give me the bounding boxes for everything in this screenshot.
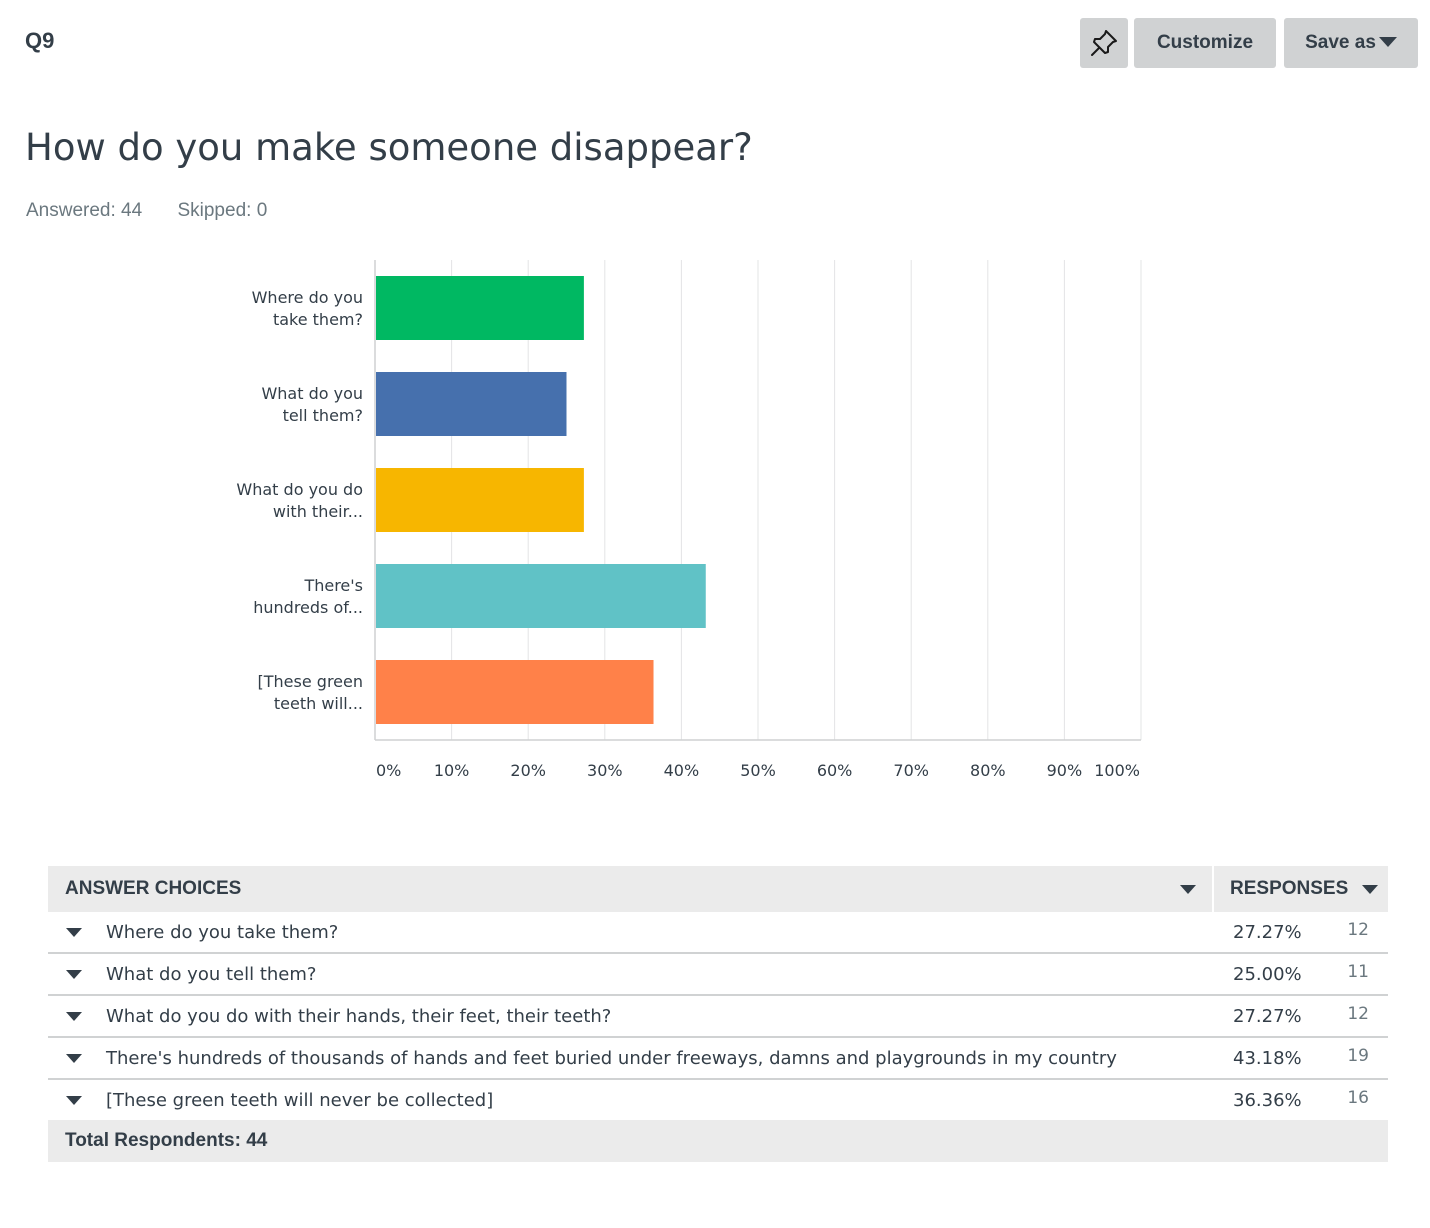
- bar: [376, 468, 584, 532]
- answer-choices-label: ANSWER CHOICES: [65, 878, 242, 899]
- table-row: There's hundreds of thousands of hands a…: [48, 1038, 1388, 1080]
- expand-caret-icon[interactable]: [66, 927, 82, 937]
- answer-table: ANSWER CHOICES RESPONSES Where do you ta…: [48, 866, 1388, 1162]
- response-count[interactable]: 19: [1347, 1046, 1369, 1066]
- x-tick-label: 20%: [510, 761, 546, 780]
- save-as-label: Save as: [1305, 32, 1376, 53]
- question-title: How do you make someone disappear?: [25, 126, 753, 169]
- category-label: Where do you: [252, 288, 363, 307]
- response-percent: 27.27%: [1233, 1005, 1302, 1027]
- category-label: What do you: [261, 384, 363, 403]
- response-percent: 25.00%: [1233, 963, 1302, 985]
- chevron-down-icon: [1378, 37, 1397, 47]
- x-tick-label: 10%: [434, 761, 470, 780]
- total-respondents: Total Respondents: 44: [48, 1120, 1388, 1162]
- response-count[interactable]: 16: [1347, 1088, 1369, 1108]
- question-number: Q9: [25, 28, 55, 53]
- answered-count: Answered: 44: [26, 200, 143, 221]
- choice-text: There's hundreds of thousands of hands a…: [106, 1047, 1117, 1069]
- skipped-count: Skipped: 0: [177, 200, 268, 221]
- bar-chart: 0% 10% 20% 30% 40% 50% 60% 70% 80% 90% 100% Where d…: [236, 260, 1142, 780]
- table-row: Where do you take them? 27.27% 12: [48, 912, 1388, 954]
- sort-caret-icon[interactable]: [1362, 884, 1379, 894]
- expand-caret-icon[interactable]: [66, 1053, 82, 1063]
- category-label: teeth will...: [274, 694, 363, 713]
- responses-label: RESPONSES: [1230, 878, 1349, 899]
- category-label: hundreds of...: [253, 598, 363, 617]
- bar: [376, 276, 584, 340]
- x-tick-label: 90%: [1047, 761, 1083, 780]
- response-percent: 43.18%: [1233, 1047, 1302, 1069]
- save-as-button[interactable]: Save as: [1284, 18, 1418, 68]
- category-label: What do you do: [236, 480, 363, 499]
- expand-caret-icon[interactable]: [66, 969, 82, 979]
- x-tick-label: 50%: [740, 761, 776, 780]
- response-percent: 36.36%: [1233, 1089, 1302, 1111]
- x-tick-label: 40%: [664, 761, 700, 780]
- bar: [376, 372, 567, 436]
- response-count[interactable]: 12: [1347, 920, 1369, 940]
- x-tick-label: 30%: [587, 761, 623, 780]
- category-label: [These green: [258, 672, 363, 691]
- choice-text: Where do you take them?: [106, 921, 339, 943]
- responses-header[interactable]: RESPONSES: [1214, 866, 1388, 912]
- x-tick-label: 80%: [970, 761, 1006, 780]
- choice-text: [These green teeth will never be collect…: [106, 1089, 494, 1111]
- bar: [376, 564, 706, 628]
- table-header: ANSWER CHOICES RESPONSES: [48, 866, 1388, 912]
- category-label: There's: [303, 576, 363, 595]
- pin-button[interactable]: [1080, 18, 1128, 68]
- customize-button[interactable]: Customize: [1134, 18, 1276, 68]
- table-row: What do you do with their hands, their f…: [48, 996, 1388, 1038]
- choice-text: What do you do with their hands, their f…: [106, 1005, 612, 1027]
- response-stats: Answered: 44 Skipped: 0: [26, 200, 297, 222]
- expand-caret-icon[interactable]: [66, 1011, 82, 1021]
- response-count[interactable]: 11: [1347, 962, 1369, 982]
- x-tick-label: 70%: [893, 761, 929, 780]
- choice-text: What do you tell them?: [106, 963, 317, 985]
- table-row: [These green teeth will never be collect…: [48, 1080, 1388, 1120]
- category-label: take them?: [273, 310, 363, 329]
- response-percent: 27.27%: [1233, 921, 1302, 943]
- answer-choices-header[interactable]: ANSWER CHOICES: [48, 866, 1214, 912]
- expand-caret-icon[interactable]: [66, 1095, 82, 1105]
- x-tick-label: 0%: [376, 761, 401, 780]
- table-row: What do you tell them? 25.00% 11: [48, 954, 1388, 996]
- category-label: tell them?: [283, 406, 363, 425]
- pin-icon: [1091, 30, 1117, 56]
- x-tick-label: 100%: [1094, 761, 1140, 780]
- bar: [376, 660, 654, 724]
- sort-caret-icon[interactable]: [1180, 884, 1196, 894]
- x-tick-label: 60%: [817, 761, 853, 780]
- category-label: with their...: [273, 502, 363, 521]
- response-count[interactable]: 12: [1347, 1004, 1369, 1024]
